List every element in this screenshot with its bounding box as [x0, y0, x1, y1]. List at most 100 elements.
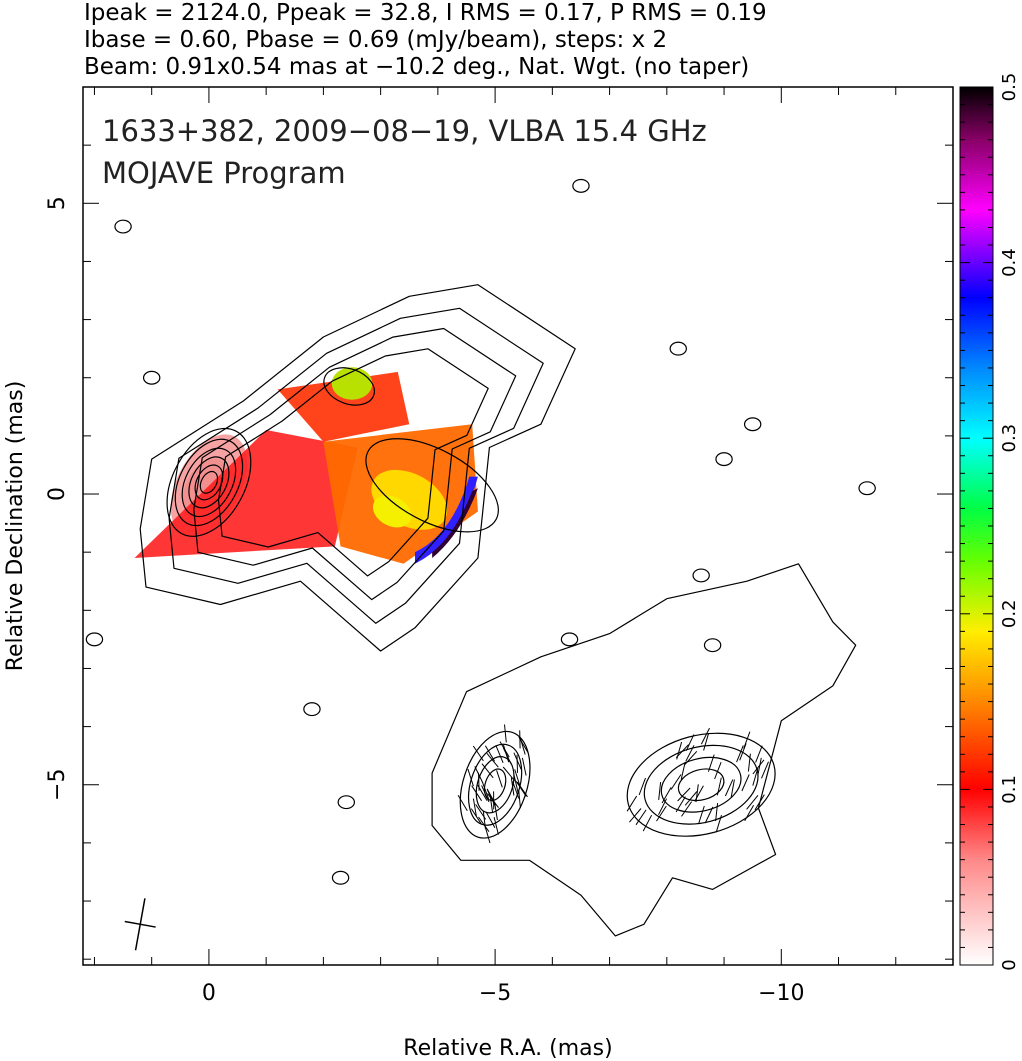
upper-knot-region	[277, 371, 410, 442]
polarization-vector	[467, 768, 474, 787]
polarization-vector	[482, 810, 486, 829]
plot-title-line-1: 1633+382, 2009−08−19, VLBA 15.4 GHz	[102, 114, 707, 148]
polarization-vector	[724, 779, 734, 797]
polarization-vector	[757, 757, 762, 776]
y-tick-label: 0	[45, 487, 70, 501]
isolated-contour-3	[142, 370, 161, 385]
polarization-vector	[752, 759, 765, 775]
polarization-vector	[504, 724, 507, 743]
lobe-1-contour-4	[483, 768, 507, 802]
polarization-vector	[761, 761, 769, 779]
polarization-vector	[487, 789, 496, 807]
polarization-vector	[642, 814, 653, 832]
polarization-vector	[684, 791, 698, 806]
axis-tick-labels: 0 −5 −10 5 0 −5	[45, 196, 805, 1006]
polarization-vector	[481, 763, 494, 779]
polarization-vector	[478, 772, 480, 791]
polarization-vector	[675, 796, 686, 813]
polarization-vector	[670, 774, 682, 790]
polarization-vector	[629, 808, 642, 823]
colorbar-tick-label: 0.2	[999, 599, 1020, 628]
lobe-2-contour-4	[677, 768, 725, 802]
polarization-vector	[471, 785, 483, 802]
colorbar-tick-label: 0.4	[999, 248, 1020, 277]
colorbar: 0 0.1 0.2 0.3 0.4 0.5	[959, 73, 1020, 971]
polarization-vector	[685, 734, 695, 751]
polarization-vector	[486, 752, 499, 768]
polarization-vector	[656, 805, 667, 822]
jet-edge-blue-band	[414, 476, 478, 564]
polarization-vector	[752, 768, 759, 786]
core-contour-4	[188, 456, 230, 509]
polarization-vector	[685, 745, 695, 762]
polarization-vector	[481, 785, 490, 803]
isolated-contour-1	[572, 178, 590, 193]
polarization-vector	[638, 777, 646, 796]
axis-ticks	[83, 86, 954, 965]
colorbar-tick-labels: 0 0.1 0.2 0.3 0.4 0.5	[999, 73, 1020, 971]
plot-title-line-2: MOJAVE Program	[102, 156, 346, 190]
polarization-vector	[515, 781, 527, 797]
isolated-contour-5	[743, 417, 762, 432]
y-tick-label: −5	[45, 769, 70, 801]
isolated-contour-9	[303, 702, 321, 717]
lobe-2-contour-3	[660, 756, 742, 813]
isolated-contour-13	[692, 568, 710, 583]
polarization-vector	[730, 779, 735, 798]
header-line-2: Ibase = 0.60, Pbase = 0.69 (mJy/beam), s…	[84, 27, 668, 53]
polarization-vector	[493, 816, 499, 835]
polarization-vector	[472, 798, 477, 817]
polarization-vector	[516, 781, 528, 798]
polarization-vector	[703, 733, 710, 751]
colorbar-tick-label: 0.5	[999, 73, 1020, 102]
polarization-vector	[502, 766, 516, 782]
isolated-contour-4	[669, 341, 687, 356]
jet-red-region	[134, 430, 358, 558]
polarization-vector	[495, 746, 504, 763]
lobe-2-contour-1	[626, 732, 776, 837]
polarization-vector	[514, 769, 521, 787]
polarization-vector	[754, 794, 765, 811]
lobe-2-contour-2	[643, 744, 759, 825]
polarization-vectors	[457, 724, 769, 844]
envelope-contour-2	[168, 307, 544, 624]
isolated-contour-12	[560, 632, 579, 647]
polarization-vector	[675, 744, 689, 759]
polarization-vector	[755, 745, 763, 763]
polarization-vector	[658, 798, 668, 816]
header-line-3: Beam: 0.91x0.54 mas at −10.2 deg., Nat. …	[84, 54, 750, 80]
polarization-vector	[626, 795, 638, 812]
polarization-vector	[695, 784, 699, 803]
polarization-vector	[489, 794, 494, 813]
polarization-vector	[510, 777, 515, 796]
polarization-vector	[743, 731, 751, 749]
polarization-vector	[680, 761, 686, 780]
colorbar-ticks	[960, 86, 993, 966]
polarization-vector	[521, 757, 527, 776]
polarization-vector	[736, 745, 744, 763]
polarization-vector	[518, 737, 529, 754]
envelope-contour-1	[139, 284, 576, 652]
stokes-i-contours	[85, 178, 876, 937]
polarization-vector	[472, 745, 484, 762]
polarization-vector	[698, 805, 705, 824]
jet-yellow-core	[372, 495, 412, 528]
isolated-contour-10	[337, 795, 356, 810]
isolated-contour-7	[858, 481, 876, 496]
x-tick-label: −5	[479, 981, 511, 1006]
polarization-vector	[503, 744, 510, 763]
polarization-vector	[715, 814, 722, 833]
polarization-vector	[715, 803, 719, 822]
polarization-vector	[716, 777, 722, 796]
beam-minor-axis	[124, 920, 156, 928]
lobe-1-contour-2	[467, 743, 523, 826]
polarization-vector	[741, 774, 750, 792]
x-tick-label: −10	[758, 981, 804, 1006]
polarization-vector	[484, 825, 491, 844]
polarization-vector	[744, 805, 755, 822]
polarization-vector	[700, 727, 710, 745]
polarization-vector	[516, 754, 518, 773]
polarization-vector	[484, 745, 496, 762]
isolated-contour-14	[703, 638, 722, 653]
isolated-contour-2	[114, 219, 132, 234]
